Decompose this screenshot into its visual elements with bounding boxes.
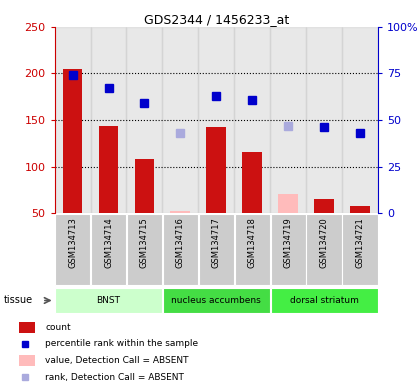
Text: GSM134718: GSM134718 bbox=[248, 217, 257, 268]
Bar bbox=[314, 199, 334, 213]
Text: percentile rank within the sample: percentile rank within the sample bbox=[45, 339, 199, 348]
Text: GSM134721: GSM134721 bbox=[356, 217, 365, 268]
Title: GDS2344 / 1456233_at: GDS2344 / 1456233_at bbox=[144, 13, 289, 26]
Bar bbox=[306, 27, 342, 213]
Bar bbox=[163, 27, 198, 213]
Bar bbox=[307, 214, 342, 285]
Bar bbox=[234, 27, 270, 213]
Bar bbox=[134, 159, 154, 213]
Bar bbox=[350, 206, 370, 213]
Text: GSM134719: GSM134719 bbox=[284, 217, 293, 268]
Bar bbox=[91, 214, 126, 285]
Bar bbox=[99, 126, 118, 213]
Text: tissue: tissue bbox=[4, 295, 33, 306]
Bar bbox=[342, 214, 378, 285]
Text: GSM134715: GSM134715 bbox=[140, 217, 149, 268]
Bar bbox=[198, 27, 234, 213]
Bar bbox=[242, 152, 262, 213]
Bar bbox=[206, 126, 226, 213]
Text: GSM134717: GSM134717 bbox=[212, 217, 221, 268]
Bar bbox=[278, 195, 298, 213]
Bar bbox=[55, 27, 91, 213]
Bar bbox=[270, 214, 306, 285]
Bar bbox=[126, 27, 163, 213]
Bar bbox=[270, 27, 306, 213]
Text: dorsal striatum: dorsal striatum bbox=[290, 296, 359, 305]
Text: GSM134716: GSM134716 bbox=[176, 217, 185, 268]
Text: GSM134713: GSM134713 bbox=[68, 217, 77, 268]
Text: GSM134714: GSM134714 bbox=[104, 217, 113, 268]
Text: value, Detection Call = ABSENT: value, Detection Call = ABSENT bbox=[45, 356, 189, 365]
Bar bbox=[63, 69, 82, 213]
Bar bbox=[342, 27, 378, 213]
Text: nucleus accumbens: nucleus accumbens bbox=[171, 296, 261, 305]
Bar bbox=[19, 355, 35, 366]
Bar bbox=[19, 322, 35, 333]
Bar bbox=[199, 214, 234, 285]
Text: rank, Detection Call = ABSENT: rank, Detection Call = ABSENT bbox=[45, 372, 184, 382]
Bar bbox=[55, 214, 90, 285]
Bar bbox=[235, 214, 270, 285]
Bar bbox=[163, 214, 198, 285]
Bar bbox=[270, 288, 378, 313]
Bar bbox=[91, 27, 126, 213]
Bar bbox=[171, 211, 190, 213]
Text: BNST: BNST bbox=[97, 296, 121, 305]
Text: count: count bbox=[45, 323, 71, 332]
Bar bbox=[163, 288, 270, 313]
Bar bbox=[55, 288, 162, 313]
Text: GSM134720: GSM134720 bbox=[320, 217, 328, 268]
Bar bbox=[127, 214, 162, 285]
